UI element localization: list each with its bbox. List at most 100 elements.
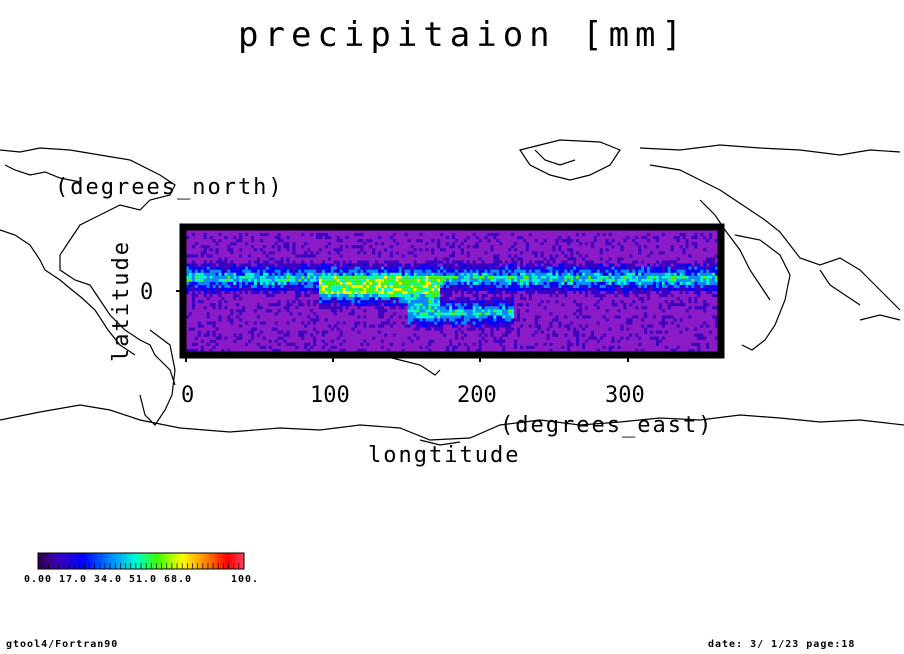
heatmap-cell [596,294,600,298]
heatmap-cell [186,269,189,273]
heatmap-cell [552,248,556,252]
heatmap-cell [437,321,441,325]
heatmap-cell [499,315,503,319]
heatmap-cell [561,272,565,276]
heatmap-cell [262,263,266,267]
heatmap-cell [330,291,334,294]
heatmap-cell [484,236,488,240]
heatmap-cell [644,287,648,291]
heatmap-cell [251,336,255,340]
heatmap-cell [280,266,284,270]
heatmap-cell [410,291,414,294]
heatmap-cell [389,236,393,240]
heatmap-cell [493,318,497,322]
heatmap-cell [253,272,257,276]
heatmap-cell [440,275,444,279]
heatmap-cell [454,300,458,304]
heatmap-cell [330,309,334,313]
heatmap-cell [481,269,485,273]
heatmap-cell [339,254,343,258]
heatmap-cell [552,275,556,279]
heatmap-cell [419,318,423,322]
heatmap-cell [265,254,269,258]
heatmap-cell [345,303,349,307]
heatmap-cell [697,291,701,294]
heatmap-cell [369,284,373,288]
heatmap-cell [256,269,260,273]
heatmap-cell [558,324,562,328]
heatmap-cell [466,281,470,285]
heatmap-cell [203,278,207,282]
heatmap-cell [484,306,488,310]
heatmap-cell [316,281,320,285]
heatmap-cell [508,303,512,307]
heatmap-cell [389,287,393,291]
heatmap-cell [499,324,503,328]
heatmap-cell [330,297,334,301]
heatmap-cell [372,281,376,285]
heatmap-cell [401,291,405,294]
heatmap-cell [366,300,370,304]
heatmap-cell [437,297,441,301]
heatmap-cell [392,312,396,316]
heatmap-cell [673,303,677,307]
heatmap-cell [623,266,627,270]
heatmap-cell [617,269,621,273]
heatmap-cell [626,269,630,273]
heatmap-cell [339,269,343,273]
heatmap-cell [253,260,257,264]
heatmap-cell [378,284,382,288]
heatmap-cell [460,269,464,273]
heatmap-cell [505,330,509,334]
heatmap-cell [342,275,346,279]
heatmap-cell [531,345,535,349]
heatmap-cell [253,327,257,331]
heatmap-cell [664,278,668,282]
heatmap-cell [392,260,396,264]
heatmap-cell [626,263,630,267]
heatmap-cell [457,312,461,316]
heatmap-cell [443,297,447,301]
heatmap-cell [280,272,284,276]
heatmap-cell [697,348,701,352]
heatmap-cell [685,275,689,279]
heatmap-cell [345,297,349,301]
heatmap-cell [614,281,618,285]
heatmap-cell [197,300,201,304]
heatmap-cell [437,327,441,331]
heatmap-cell [431,278,435,282]
heatmap-cell [567,327,571,331]
heatmap-cell [585,278,588,282]
heatmap-cell [233,278,237,282]
heatmap-cell [712,284,716,288]
heatmap-cell [215,269,219,273]
heatmap-cell [428,269,432,273]
heatmap-cell [242,269,246,273]
heatmap-cell [310,345,314,349]
heatmap-cell [339,275,343,279]
heatmap-cell [188,284,192,288]
heatmap-cell [511,303,515,307]
heatmap-cell [342,348,346,352]
heatmap-cell [582,233,586,237]
heatmap-cell [715,275,719,279]
heatmap-cell [528,260,532,264]
heatmap-cell [280,287,284,291]
heatmap-cell [593,294,597,298]
y-axis-label: latitude [109,240,134,362]
heatmap-cell [490,306,494,310]
heatmap-cell [658,281,662,285]
heatmap-cell [319,236,322,240]
heatmap-cell [431,312,435,316]
heatmap-cell [446,287,450,291]
heatmap-cell [271,348,275,352]
heatmap-cell [251,278,255,282]
heatmap-cell [428,294,432,298]
heatmap-cell [641,291,645,294]
heatmap-cell [632,284,636,288]
heatmap-cell [590,263,594,267]
heatmap-cell [528,297,532,301]
heatmap-cell [528,291,532,294]
heatmap-cell [623,284,627,288]
heatmap-cell [679,245,683,249]
